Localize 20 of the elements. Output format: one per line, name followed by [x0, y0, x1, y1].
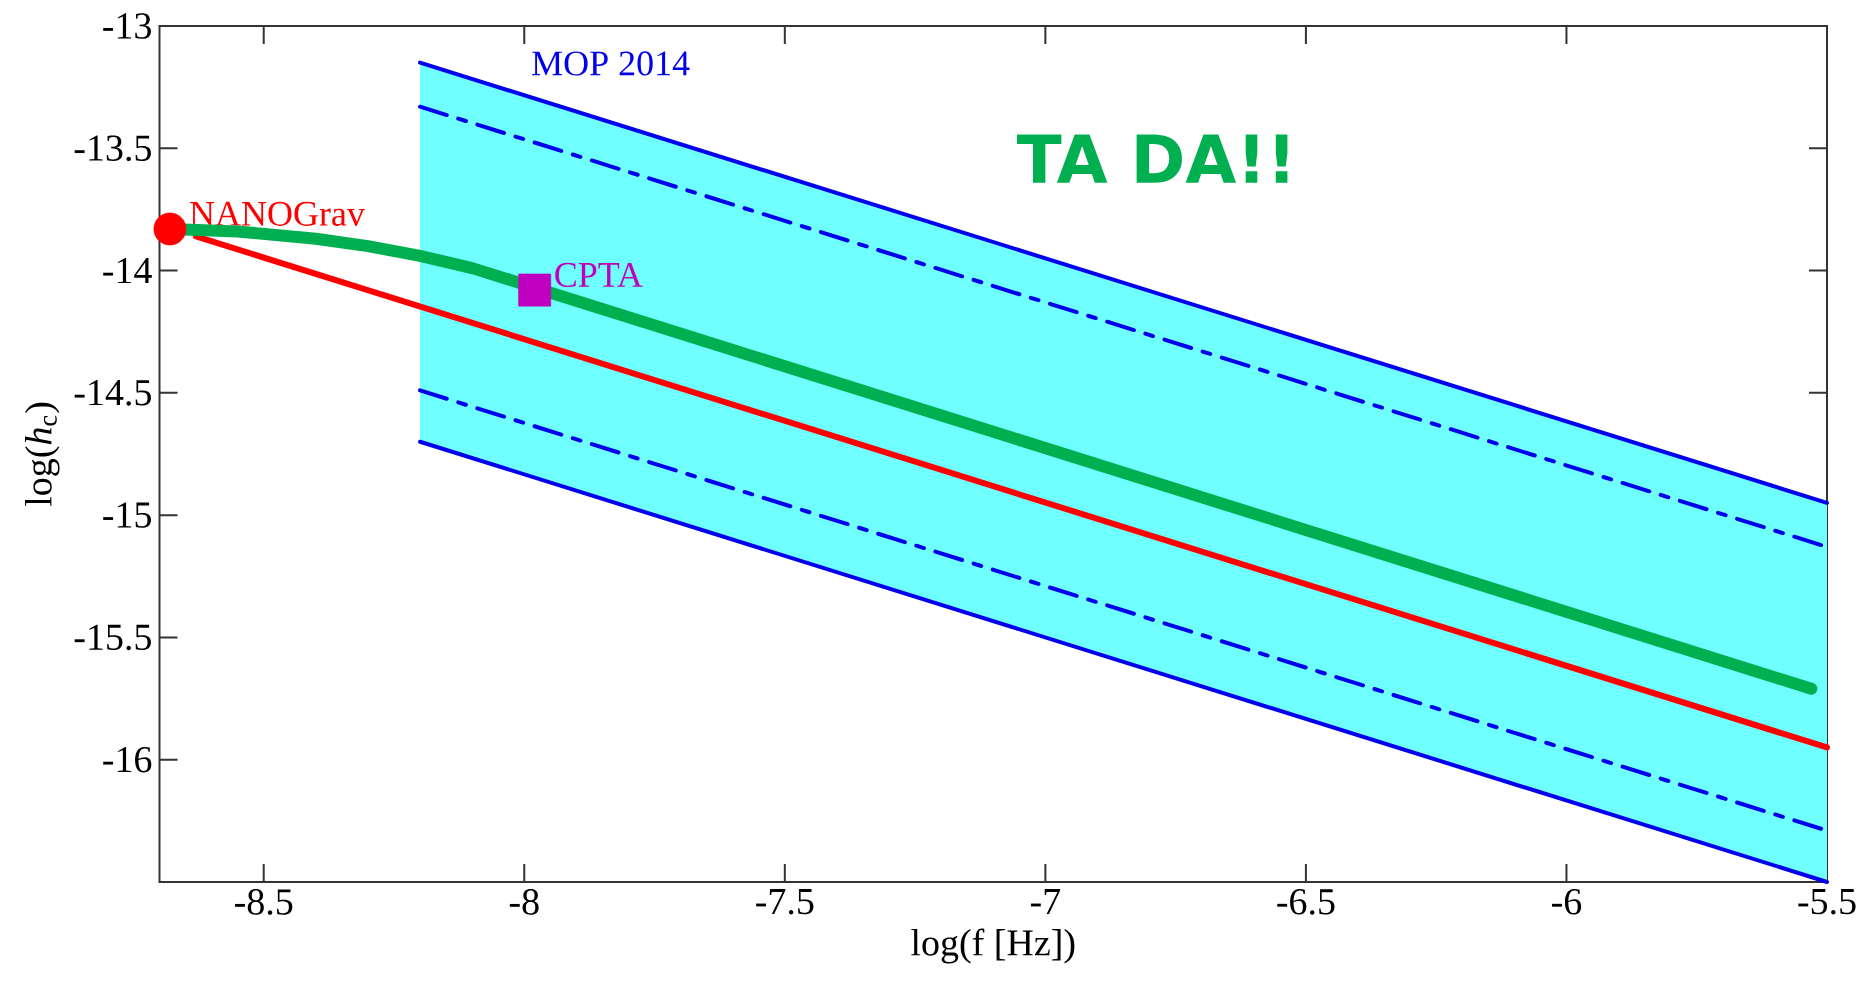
y-tick-label: -13.5	[74, 135, 151, 162]
series-label: CPTA	[555, 262, 643, 288]
x-axis-title: log(f [Hz])	[911, 928, 1075, 964]
y-axis-title: log(h$_{c}$)	[25, 402, 60, 507]
x-tick-label: -7.5	[756, 889, 814, 915]
y-tick-label: -16	[103, 746, 152, 773]
x-tick-label: -7	[1030, 889, 1061, 914]
x-tick-label: -8.5	[235, 889, 293, 915]
y-tick-label: -13	[103, 13, 151, 39]
y-tick-label: -15	[103, 502, 151, 528]
x-tick-label: -6.5	[1277, 889, 1335, 915]
legend-label: NANOGrav	[190, 201, 365, 226]
x-tick-label: -6	[1552, 889, 1582, 915]
series-label: MOP 2014	[532, 51, 690, 76]
y-tick-label: -15.5	[74, 624, 151, 651]
annotation: TA DA!!	[1016, 134, 1288, 183]
x-tick-label: -8	[509, 889, 539, 915]
x-tick-label: -5.5	[1798, 889, 1856, 915]
y-tick-label: -14	[103, 258, 152, 284]
y-tick-label: -14.5	[74, 380, 151, 406]
